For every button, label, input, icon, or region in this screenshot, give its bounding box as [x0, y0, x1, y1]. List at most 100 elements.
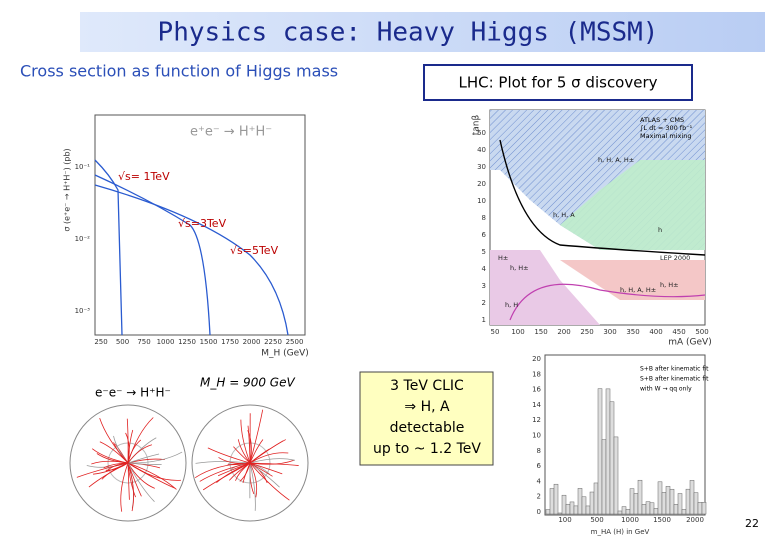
y-tick: 10 [477, 197, 486, 205]
hist-bar [633, 493, 639, 515]
track [249, 462, 280, 488]
track [127, 453, 160, 464]
clic-line: ⇒ H, A [404, 399, 450, 415]
hist-bar [613, 436, 619, 515]
track [249, 448, 270, 464]
event-mass: M_H = 900 GeV [200, 376, 295, 390]
x-tick: 500 [695, 328, 708, 336]
curve-label: √s= 1TeV [118, 170, 170, 183]
x-label: mA (GeV) [668, 338, 711, 348]
hist-bar [589, 491, 595, 515]
x-tick: 250 [580, 328, 593, 336]
track [99, 418, 129, 464]
track [249, 462, 256, 511]
y-tick: 8 [482, 214, 486, 222]
hist-bar [549, 488, 555, 515]
hist-bar [673, 504, 679, 515]
hist-bar [561, 494, 567, 515]
y-tick: 0 [537, 508, 541, 516]
x-tick: 750 [137, 338, 150, 346]
track [199, 462, 251, 482]
track [249, 462, 258, 498]
plot-process: e⁺e⁻ → H⁺H⁻ [190, 125, 272, 140]
region-label: h, H, A [553, 211, 575, 219]
track [76, 462, 129, 478]
hist-bar [597, 388, 603, 515]
x-tick: 1000 [157, 338, 175, 346]
track [247, 425, 251, 464]
hist-bar [605, 388, 611, 515]
x-tick: 1500 [653, 516, 671, 524]
y-tick: 4 [537, 477, 542, 485]
y-tick: 6 [537, 462, 542, 470]
y-tick: 4 [482, 265, 487, 273]
histogram [545, 388, 707, 515]
y-tick: 20 [477, 180, 486, 188]
x-tick: 500 [116, 338, 129, 346]
track [249, 462, 290, 501]
region-green [560, 160, 705, 250]
x-tick: 300 [603, 328, 616, 336]
y-tick: 12 [532, 416, 541, 424]
hist-bar [693, 492, 699, 515]
track [127, 462, 147, 474]
hist-bar [681, 509, 687, 515]
track [239, 462, 251, 482]
clic-line: 3 TeV CLIC [390, 378, 464, 394]
hist-bar [601, 439, 607, 515]
y-tick: 8 [537, 447, 541, 455]
hist-bar [625, 509, 631, 515]
region-label: h, H± [660, 281, 679, 289]
hist-bar [637, 479, 643, 515]
x-tick: 2000 [686, 516, 704, 524]
hist-bar [569, 501, 575, 515]
clic-box [359, 371, 494, 466]
x-tick: 2000 [243, 338, 261, 346]
hist-bar [661, 492, 667, 515]
hist-bar [701, 502, 707, 515]
hist-bar [585, 505, 591, 515]
x-tick: 1250 [178, 338, 196, 346]
track [218, 457, 251, 464]
hist-bar [621, 506, 627, 515]
legend: S+B after kinematic fit [640, 376, 709, 383]
track [249, 439, 264, 464]
track [249, 462, 283, 475]
event-displays [69, 404, 309, 522]
hist-bar [609, 401, 615, 515]
y-tick: 2 [537, 493, 541, 501]
y-tick: 1 [482, 316, 486, 324]
track [249, 459, 295, 465]
y-tick: 3 [482, 282, 486, 290]
track [91, 460, 129, 465]
curve-5tev [94, 184, 289, 336]
y-tick: 10 [532, 432, 541, 440]
y-tick: 20 [532, 355, 541, 363]
track [127, 444, 152, 464]
y-label: tanβ [472, 115, 482, 136]
region-label: h, H, A, H± [598, 156, 634, 164]
page-number: 22 [745, 517, 759, 530]
region-label: h, H± [510, 264, 529, 272]
y-tick: 10⁻² [75, 235, 91, 243]
y-tick: 10⁻³ [75, 307, 91, 315]
x-tick: 200 [557, 328, 570, 336]
y-tick: 2 [482, 299, 486, 307]
hist-bar [697, 502, 703, 515]
y-tick: 40 [477, 146, 486, 154]
y-tick: 6 [482, 231, 487, 239]
track [120, 462, 129, 512]
hist-bar [629, 488, 635, 515]
curve-label: √s=3TeV [178, 217, 227, 230]
hist-bar [565, 503, 571, 515]
hist-bar [577, 488, 583, 515]
track [202, 462, 251, 491]
x-tick: 150 [534, 328, 547, 336]
hist-bar [677, 493, 683, 515]
x-tick: 100 [558, 516, 571, 524]
hist-bar [641, 504, 647, 515]
track [249, 458, 296, 464]
region-label: h, H, A, H± [620, 286, 656, 294]
histogram-frame [544, 354, 706, 516]
track [249, 409, 264, 464]
